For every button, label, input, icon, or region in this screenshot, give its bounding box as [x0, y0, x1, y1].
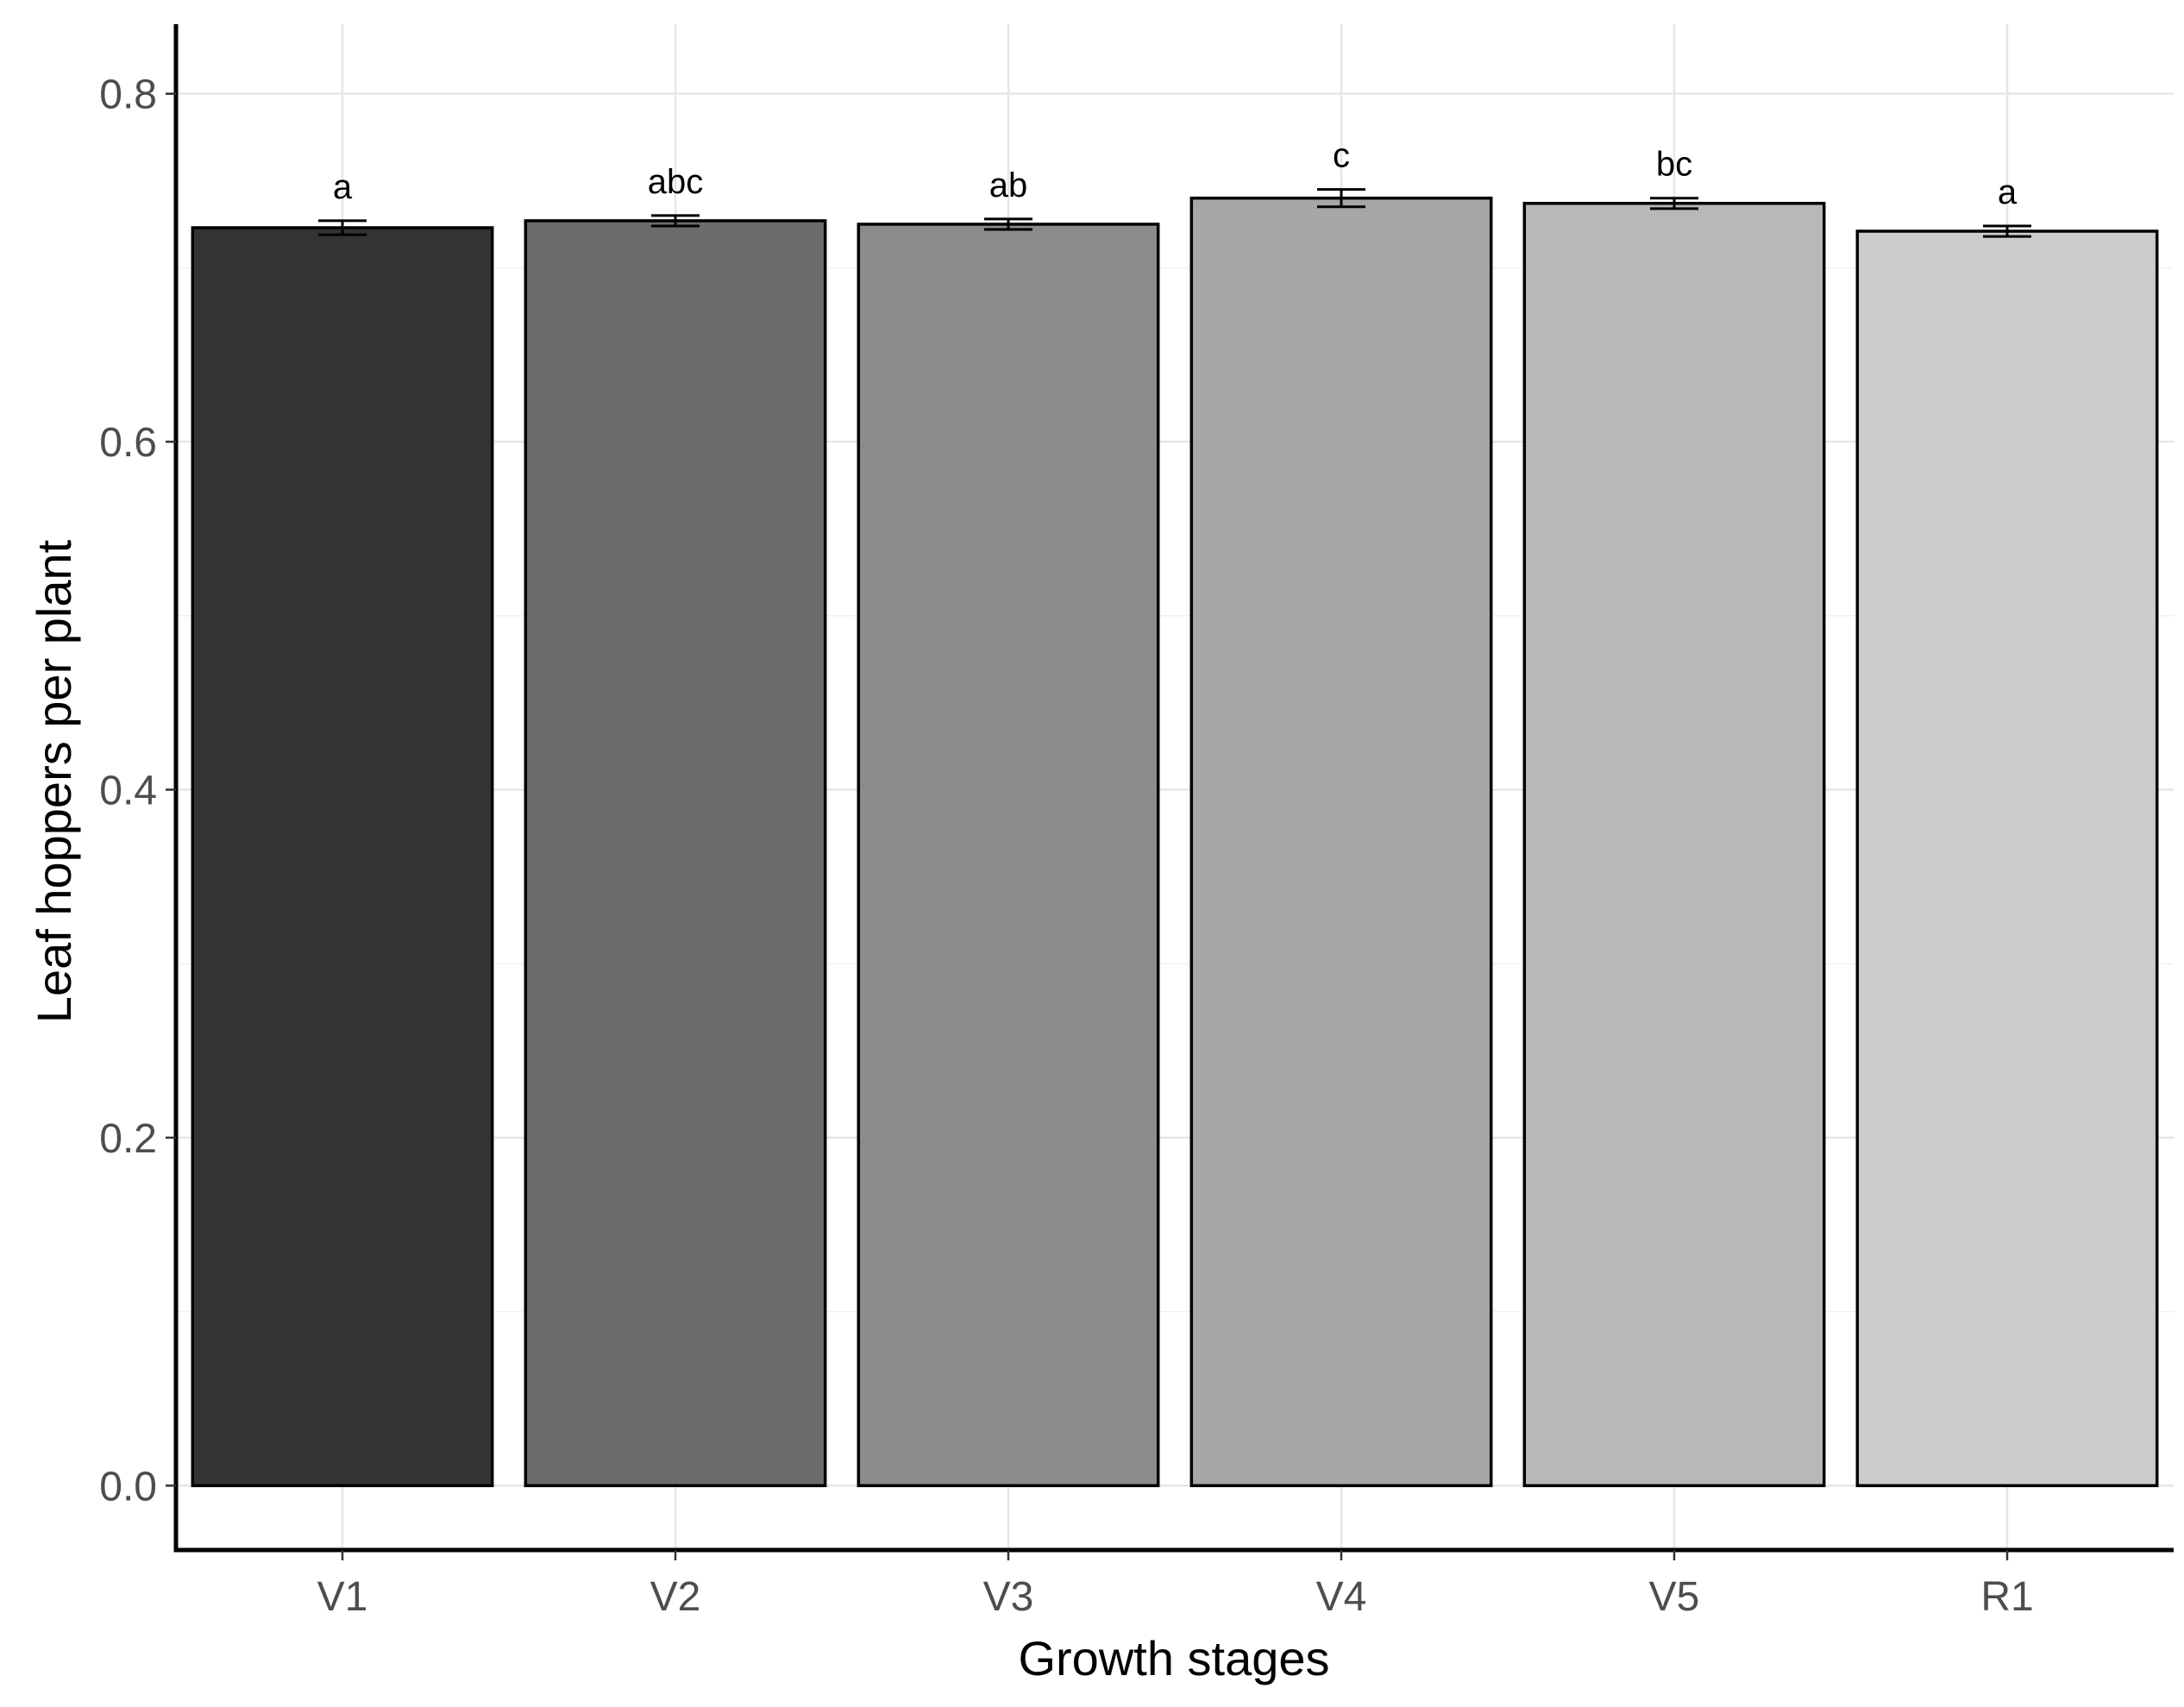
significance-label: c	[1333, 137, 1350, 175]
bar-r1	[1855, 229, 2159, 1488]
bar-v1	[191, 226, 494, 1488]
error-bar-v3	[984, 217, 1032, 231]
error-bar-v4	[1317, 188, 1365, 209]
x-tick-label: V5	[1649, 1574, 1700, 1620]
axes	[173, 24, 2174, 1553]
x-axis-title: Growth stages	[1018, 1631, 1329, 1685]
y-tick-label: 0.4	[99, 769, 157, 814]
significance-labels: a abc abc bca	[333, 137, 2018, 211]
y-tick-label: 0.6	[99, 420, 157, 466]
y-tick-label: 0.0	[99, 1464, 157, 1509]
error-bar-r1	[1983, 224, 2031, 238]
x-tick-label: V4	[1316, 1574, 1367, 1620]
y-axis-title: Leaf hoppers per plant	[27, 539, 81, 1023]
x-tick-label: V2	[650, 1574, 701, 1620]
bar-v3	[857, 223, 1160, 1488]
y-tick-label: 0.2	[99, 1116, 157, 1162]
significance-label: a	[333, 168, 353, 206]
y-tick-label: 0.8	[99, 72, 157, 118]
significance-label: a	[1998, 173, 2018, 211]
significance-label: ab	[989, 166, 1028, 204]
bar-v2	[524, 219, 827, 1488]
error-bar-v1	[318, 219, 367, 236]
error-bar-v2	[651, 214, 700, 228]
significance-label: bc	[1656, 146, 1692, 184]
x-tick-label: V3	[983, 1574, 1034, 1620]
x-tick-label: R1	[1980, 1574, 2033, 1620]
bar-v5	[1522, 202, 1826, 1488]
x-tick-label: V1	[317, 1574, 368, 1620]
bars	[191, 196, 2159, 1488]
bar-v4	[1189, 196, 1493, 1488]
significance-label: abc	[648, 163, 704, 201]
error-bar-v5	[1650, 197, 1698, 210]
error-bars	[318, 188, 2031, 238]
x-ticks: V1 V2 V3 V4 V5 R1	[317, 1550, 2034, 1620]
y-ticks: 0.0 0.2 0.4 0.6 0.8	[99, 72, 176, 1509]
